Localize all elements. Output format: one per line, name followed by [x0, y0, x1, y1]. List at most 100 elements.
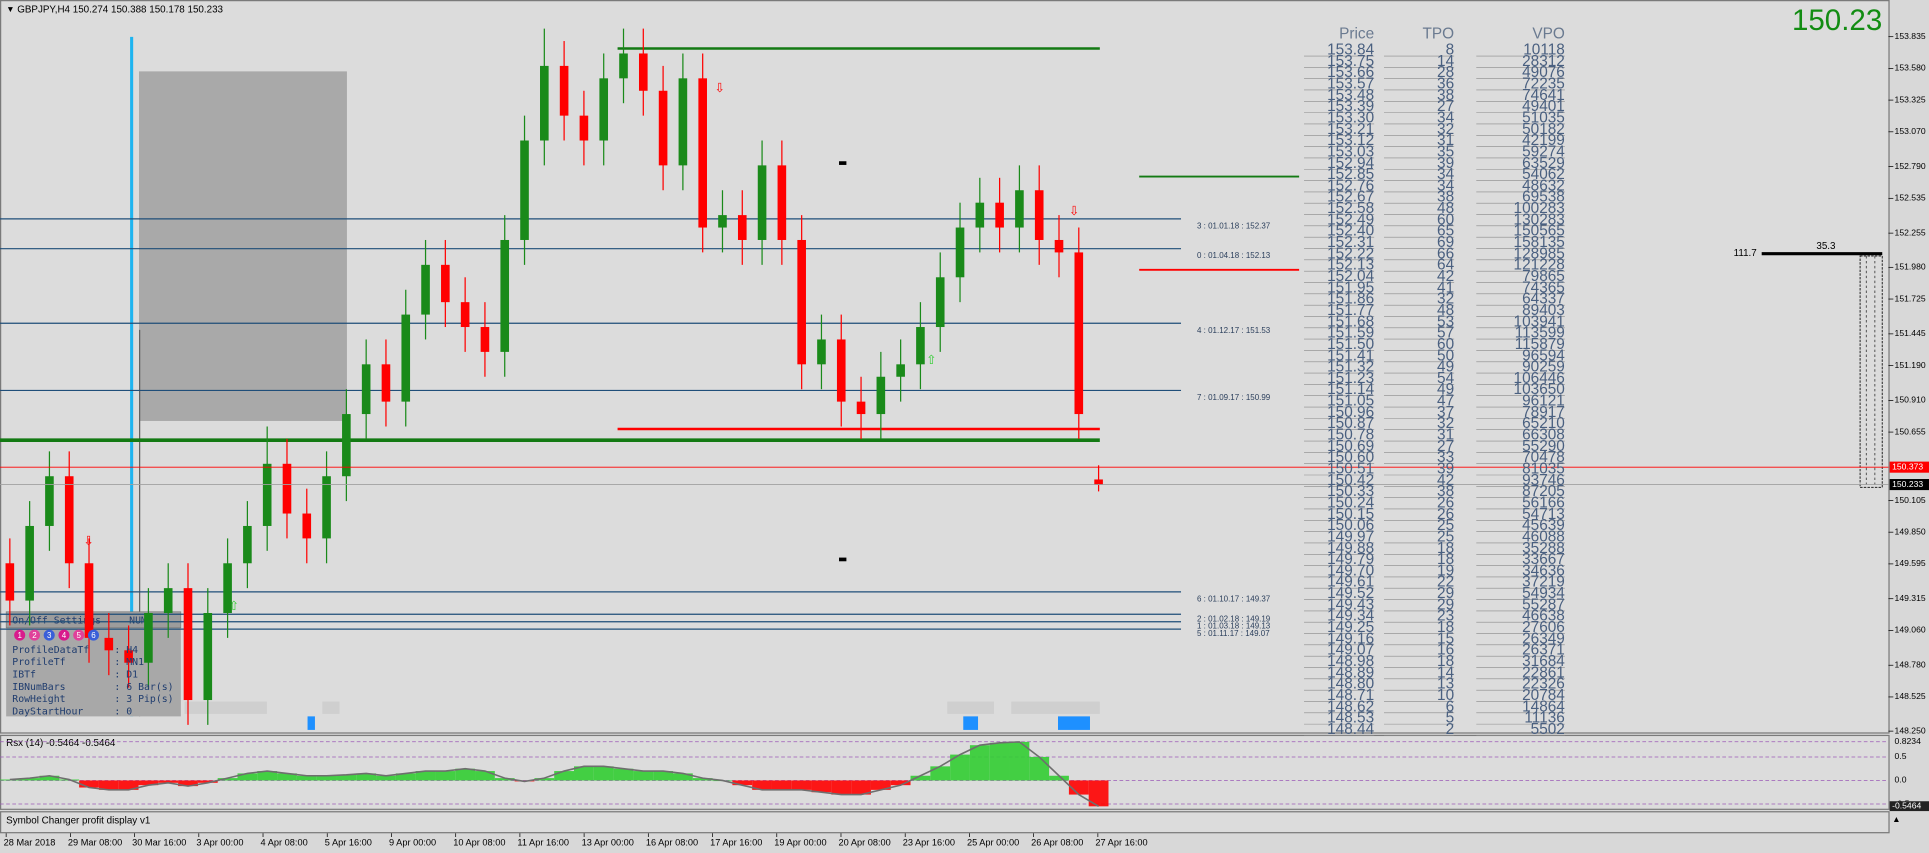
candle-body [163, 588, 173, 614]
profile-cell: 15 [1437, 630, 1454, 647]
profile-cell: 150.42 [1327, 472, 1374, 489]
profile-cell: 46638 [1522, 608, 1565, 625]
rsx-bar [1009, 741, 1030, 781]
candle-body [421, 264, 430, 315]
rsx-bar [19, 778, 40, 781]
profile-cell: 38 [1437, 189, 1454, 206]
profile-cell: 153.57 [1327, 75, 1374, 92]
x-tick-label: 16 Apr 08:00 [646, 838, 698, 848]
profile-cell: 22861 [1522, 664, 1565, 681]
profile-header: VPO [1532, 26, 1565, 43]
rsx-bar [98, 780, 119, 790]
settings-button-label[interactable]: 4 [62, 631, 67, 640]
profile-cell: 50 [1437, 347, 1454, 364]
candle-body [104, 637, 114, 651]
x-tick-label: 28 Mar 2018 [4, 838, 56, 848]
profile-cell: 72235 [1522, 75, 1565, 92]
profile-cell: 31 [1437, 427, 1454, 444]
profile-cell: 149.25 [1327, 619, 1374, 636]
settings-button[interactable] [43, 629, 55, 641]
up-arrow: ⇧ [926, 353, 936, 367]
candle-body [619, 53, 628, 79]
candle-body [737, 215, 747, 240]
profile-cell: 113599 [1515, 325, 1565, 342]
profile-cell: 34636 [1522, 562, 1565, 579]
settings-button-label[interactable]: 6 [91, 631, 96, 640]
settings-button[interactable] [73, 629, 85, 641]
rsx-bar [653, 771, 673, 781]
settings-key: DayStartHour [12, 706, 83, 717]
rsx-bar [475, 771, 495, 781]
x-tick-label: 3 Apr 00:00 [196, 838, 243, 848]
profile-cell: 26 [1437, 506, 1454, 523]
settings-button[interactable] [28, 629, 40, 641]
x-tick-label: 27 Apr 16:00 [1095, 838, 1147, 848]
profile-cell: 151.05 [1327, 393, 1374, 410]
profile-cell: 152.58 [1327, 200, 1374, 217]
profile-cell: 42 [1437, 268, 1454, 285]
profile-cell: 20784 [1522, 687, 1565, 704]
candle-body [144, 613, 153, 663]
collapse-icon[interactable]: ▼ [6, 4, 15, 14]
profile-cell: 74365 [1522, 279, 1565, 296]
level-label: 7 : 01.09.17 : 150.99 [1197, 393, 1271, 402]
profile-cell: 18 [1437, 540, 1454, 557]
profile-cell: 48 [1437, 200, 1454, 217]
y-tick-label: 151.445 [1895, 328, 1926, 338]
level-label: 4 : 01.12.17 : 151.53 [1197, 326, 1271, 335]
settings-title[interactable]: On/Off Settings [12, 615, 101, 626]
rsx-bar [534, 778, 555, 781]
profile-cell: 148.62 [1327, 698, 1374, 715]
profile-cell: 55287 [1522, 596, 1565, 613]
profile-cell: 47 [1437, 393, 1454, 410]
down-arrow: ⇩ [715, 81, 725, 95]
x-tick-label: 13 Apr 00:00 [582, 838, 634, 848]
settings-key: ProfileDataTf [12, 645, 89, 656]
candle-body [302, 513, 312, 539]
candle-body [342, 414, 351, 477]
candle-body [401, 314, 411, 402]
band [322, 701, 340, 714]
profile-cell: 150.24 [1327, 494, 1374, 511]
settings-button[interactable] [14, 629, 26, 641]
profile-cell: 152.22 [1327, 245, 1374, 262]
settings-button-label[interactable]: 3 [47, 631, 52, 640]
candle-body [361, 364, 371, 415]
profile-cell: 74641 [1522, 87, 1565, 104]
y-tick-label: 151.190 [1895, 360, 1926, 370]
y-tick-label: 153.835 [1895, 31, 1926, 41]
dash-mark [839, 557, 847, 562]
rsx-bar [138, 780, 159, 786]
marker-box [1859, 255, 1883, 488]
blue-block [1057, 716, 1090, 730]
rsx-bar [455, 768, 476, 781]
settings-button-label[interactable]: 2 [32, 631, 37, 640]
settings-header[interactable] [5, 611, 182, 629]
rsx-bar [296, 775, 317, 781]
x-tick-label: 11 Apr 16:00 [517, 838, 569, 848]
profile-cell: 19 [1437, 562, 1454, 579]
settings-button[interactable] [87, 629, 100, 641]
indicator-title: Rsx (14) -0.5464 -0.5464 [6, 738, 116, 749]
candle-body [777, 165, 787, 240]
candle-body [856, 401, 866, 415]
rsx-bar [811, 780, 832, 793]
settings-button-label[interactable]: 5 [77, 631, 82, 640]
candle-body [500, 239, 510, 352]
profile-cell: 49401 [1522, 98, 1565, 115]
profile-cell: 153.30 [1327, 109, 1374, 126]
profile-cell: 60 [1437, 211, 1454, 228]
rsx-bar [395, 773, 416, 781]
footer-close[interactable]: ▲ [1892, 814, 1901, 824]
settings-button-label[interactable]: 1 [17, 631, 22, 640]
x-tick-label: 26 Apr 08:00 [1031, 838, 1083, 848]
profile-cell: 150565 [1514, 223, 1565, 240]
profile-cell: 150.78 [1327, 427, 1374, 444]
settings-mode[interactable]: NUM [129, 615, 147, 626]
profile-cell: 18 [1437, 653, 1454, 670]
profile-cell: 150.15 [1327, 506, 1374, 523]
profile-cell: 149.16 [1327, 630, 1374, 647]
settings-button[interactable] [58, 629, 70, 641]
candle-body [460, 302, 470, 328]
y-tick-label: 152.535 [1895, 193, 1926, 203]
